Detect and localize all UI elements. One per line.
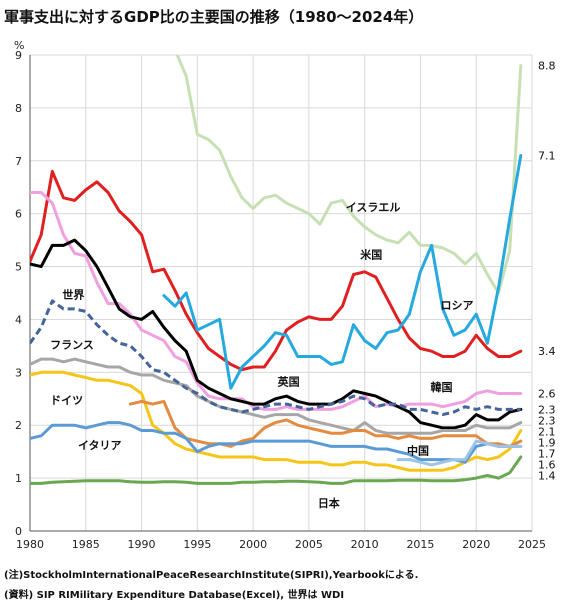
x-tick-label: 1985 (72, 538, 100, 551)
x-tick-label: 1980 (16, 538, 44, 551)
chart-title: 軍事支出に対するGDP比の主要国の推移（1980～2024年） (4, 8, 424, 26)
y-tick-label: 5 (15, 261, 22, 274)
x-tick-label: 1995 (183, 538, 211, 551)
series-label-2: ロシア (441, 299, 474, 312)
series (30, 55, 523, 485)
series-line-8 (128, 399, 523, 448)
series-line-4 (30, 238, 523, 430)
y-tick-label: 6 (15, 208, 22, 221)
series-label-5: 英国 (277, 375, 300, 389)
end-label-7: 1.9 (538, 436, 556, 449)
y-axis-unit-label: % (14, 39, 24, 52)
x-tick-label: 2010 (351, 538, 379, 551)
end-label-3: 2.6 (538, 387, 556, 400)
series-line-10 (396, 439, 523, 467)
x-tick-label: 1990 (128, 538, 156, 551)
series-line-1 (30, 169, 523, 372)
end-label-2: 7.1 (538, 149, 556, 162)
y-tick-label: 7 (15, 155, 22, 168)
end-label-4: 2.3 (538, 403, 556, 416)
y-tick-label: 2 (15, 419, 22, 432)
series-label-0: イスラエル (346, 201, 401, 214)
y-tick-label: 9 (15, 49, 22, 62)
series-label-4: フランス (50, 339, 94, 352)
x-tick-label: 2000 (239, 538, 267, 551)
series-line-9 (30, 421, 523, 464)
end-label-5: 2.1 (538, 425, 556, 438)
source-note: (注)StockholmInternationalPeaceResearchIn… (4, 570, 419, 581)
end-label-11: 1.4 (538, 469, 556, 482)
data-source-note: (資料) SIP RIMilitary Expenditure Database… (4, 590, 345, 601)
y-tick-label: 8 (15, 102, 22, 115)
series-label-1: 米国 (359, 248, 382, 262)
axes: % 0 1 2 3 4 5 6 7 8 9 1980 1985 1990 1995 2000 2005 2010… (14, 39, 546, 551)
end-label-0: 8.8 (538, 60, 556, 73)
series-line-0 (175, 55, 523, 295)
y-tick-label: 4 (15, 313, 22, 326)
end-label-8: 1.7 (538, 447, 556, 460)
x-tick-label: 2020 (462, 538, 490, 551)
series-label-6: 韓国 (430, 380, 452, 394)
series-line-11 (30, 455, 523, 485)
x-tick-label: 2015 (406, 538, 434, 551)
end-value-labels: 8.87.13.42.62.32.32.11.91.71.61.4 (538, 60, 556, 483)
series-line-2 (162, 154, 523, 390)
x-tick-label: 2005 (295, 538, 323, 551)
series-line-3 (30, 191, 523, 411)
series-line-7 (30, 370, 523, 472)
y-tick-label: 3 (15, 366, 22, 379)
series-line-6 (30, 299, 521, 417)
series-line-5 (30, 357, 523, 435)
y-tick-label: 1 (15, 472, 22, 485)
series-label-3: 世界 (62, 287, 84, 301)
end-label-9: 1.6 (538, 458, 556, 471)
x-tick-label: 2025 (518, 538, 546, 551)
end-label-1: 3.4 (538, 345, 556, 358)
series-label-9: 中国 (407, 443, 429, 457)
y-tick-label: 0 (15, 525, 22, 538)
end-label-6: 2.3 (538, 414, 556, 427)
series-label-8: イタリア (78, 439, 122, 452)
series-label-10: 日本 (318, 496, 340, 510)
series-label-7: ドイツ (50, 394, 83, 407)
